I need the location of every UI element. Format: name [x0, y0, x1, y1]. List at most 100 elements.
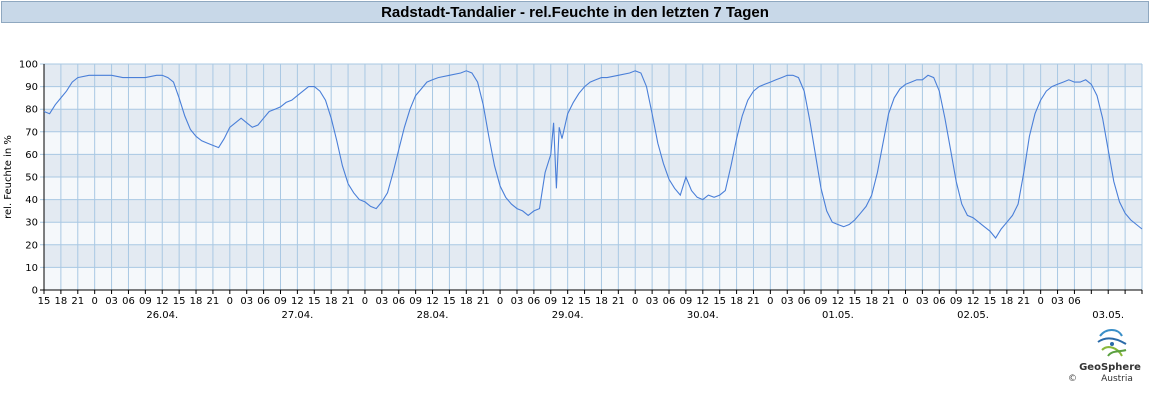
x-tick-label: 06	[122, 296, 135, 307]
x-tick-label: 0	[902, 296, 908, 307]
y-tick-label: 30	[25, 218, 38, 229]
band	[44, 222, 1142, 245]
x-tick-label: 06	[1068, 296, 1081, 307]
y-tick-label: 50	[25, 173, 38, 184]
band	[44, 86, 1142, 110]
y-tick-labels: 0 10 20 30 40 50 60 70 80 90 100	[19, 60, 38, 297]
x-tick-label: 0	[767, 296, 773, 307]
x-tick-label: 12	[832, 296, 845, 307]
date-label: 28.04.	[417, 310, 449, 321]
chart-title-bar: Radstadt-Tandalier - rel.Feuchte in den …	[1, 1, 1149, 23]
x-tick-label: 18	[190, 296, 203, 307]
x-tick-label: 0	[227, 296, 233, 307]
x-tick-label: 21	[477, 296, 490, 307]
x-tick-label: 09	[409, 296, 422, 307]
y-tick-label: 100	[19, 60, 38, 71]
x-tick-label: 21	[612, 296, 625, 307]
x-tick-label: 09	[274, 296, 287, 307]
x-tick-label: 12	[156, 296, 169, 307]
geosphere-logo: GeoSphere © Austria	[1068, 326, 1150, 396]
data-series	[43, 70, 1143, 239]
x-tick-label: 12	[561, 296, 574, 307]
x-tick-label: 12	[426, 296, 439, 307]
band	[44, 109, 1142, 132]
x-tick-label: 06	[257, 296, 270, 307]
x-tick-label: 18	[460, 296, 473, 307]
logo-name-line2: Austria	[1101, 374, 1133, 384]
x-tick-label: 18	[55, 296, 68, 307]
axes	[40, 64, 1143, 294]
x-tick-label: 03	[105, 296, 118, 307]
band	[44, 154, 1142, 177]
x-tick-label: 15	[443, 296, 456, 307]
date-label: 03.05.	[1092, 310, 1124, 321]
x-tick-label: 21	[71, 296, 84, 307]
x-tick-label: 15	[38, 296, 51, 307]
x-tick-label: 09	[680, 296, 693, 307]
copyright-symbol: ©	[1068, 374, 1077, 384]
chart-title: Radstadt-Tandalier - rel.Feuchte in den …	[381, 3, 769, 21]
x-tick-label: 18	[865, 296, 878, 307]
date-labels: 26.04. 27.04. 28.04. 29.04. 30.04. 01.05. 02.0…	[146, 310, 1124, 321]
date-label: 01.05.	[822, 310, 854, 321]
band	[44, 267, 1142, 290]
x-tick-label: 0	[362, 296, 368, 307]
background-bands	[44, 64, 1142, 290]
x-tick-label: 03	[240, 296, 253, 307]
x-tick-label: 06	[933, 296, 946, 307]
x-tick-label: 21	[1017, 296, 1030, 307]
x-tick-label: 12	[696, 296, 709, 307]
y-tick-label: 0	[32, 286, 38, 297]
y-tick-label: 70	[25, 127, 38, 138]
date-label: 29.04.	[552, 310, 584, 321]
band	[44, 131, 1142, 155]
x-tick-label: 09	[950, 296, 963, 307]
band	[44, 244, 1142, 268]
x-tick-label: 03	[511, 296, 524, 307]
x-tick-label: 21	[747, 296, 760, 307]
x-tick-label: 0	[1037, 296, 1043, 307]
x-tick-label: 15	[173, 296, 186, 307]
logo-name-line1: GeoSphere	[1079, 362, 1141, 373]
x-tick-label: 09	[815, 296, 828, 307]
x-tick-label: 03	[646, 296, 659, 307]
x-tick-label: 15	[578, 296, 591, 307]
x-tick-label: 21	[882, 296, 895, 307]
x-tick-label: 18	[595, 296, 608, 307]
y-tick-label: 40	[25, 195, 38, 206]
y-tick-label: 80	[25, 105, 38, 116]
y-axis-label: rel. Feuchte in %	[3, 135, 14, 219]
x-tick-label: 15	[308, 296, 321, 307]
date-label: 30.04.	[687, 310, 719, 321]
y-tick-label: 90	[25, 82, 38, 93]
date-label: 26.04.	[146, 310, 178, 321]
date-label: 02.05.	[957, 310, 989, 321]
x-tick-label: 06	[798, 296, 811, 307]
x-tick-label: 15	[848, 296, 861, 307]
x-tick-label: 09	[544, 296, 557, 307]
y-tick-label: 20	[25, 240, 38, 251]
x-tick-label: 06	[663, 296, 676, 307]
x-tick-label: 06	[528, 296, 541, 307]
x-tick-label: 18	[325, 296, 338, 307]
x-tick-label: 0	[632, 296, 638, 307]
x-tick-label: 09	[139, 296, 152, 307]
x-tick-label: 03	[1051, 296, 1064, 307]
x-tick-label: 12	[967, 296, 980, 307]
x-tick-label: 15	[713, 296, 726, 307]
x-tick-label: 03	[781, 296, 794, 307]
x-tick-labels: 15 18 21 0 03 06 09 12 15 18 21 0 03 06 09 12 15 18 21 0 03 0…	[38, 296, 1081, 307]
x-tick-label: 06	[392, 296, 405, 307]
x-tick-label: 0	[497, 296, 503, 307]
y-tick-label: 10	[25, 263, 38, 274]
x-tick-label: 0	[91, 296, 97, 307]
x-tick-label: 21	[342, 296, 355, 307]
date-label: 27.04.	[281, 310, 313, 321]
band	[44, 199, 1142, 223]
x-tick-label: 21	[207, 296, 220, 307]
band	[44, 64, 1142, 87]
band	[44, 177, 1142, 200]
geosphere-logo-icon	[1097, 329, 1127, 357]
x-tick-label: 12	[291, 296, 304, 307]
